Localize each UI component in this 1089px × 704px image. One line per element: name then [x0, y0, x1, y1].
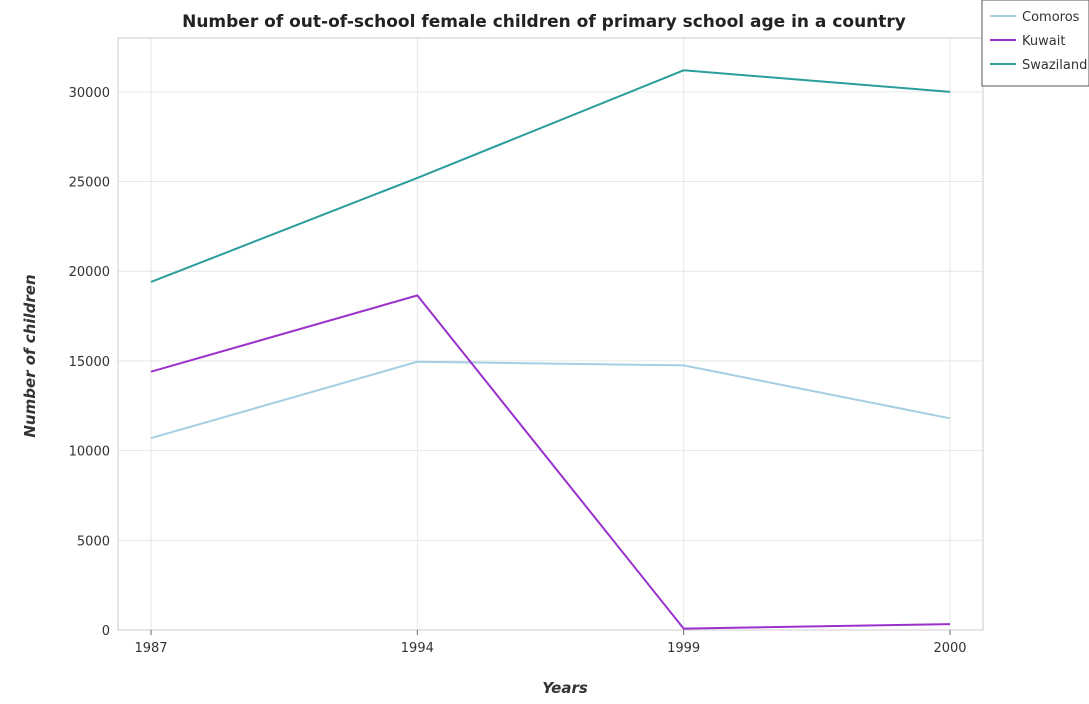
x-axis-title: Years	[542, 679, 588, 697]
x-tick-label: 1999	[667, 641, 700, 656]
y-tick-label: 15000	[69, 355, 110, 370]
legend: Comoros Kuwait Swaziland	[982, 0, 1089, 86]
y-tick-label: 25000	[69, 176, 110, 191]
legend-label-comoros: Comoros	[1022, 10, 1080, 25]
legend-label-swaziland: Swaziland	[1022, 58, 1087, 73]
y-tick-label: 5000	[77, 534, 110, 549]
y-tick-label: 20000	[69, 265, 110, 280]
y-tick-label: 0	[102, 624, 110, 639]
chart-title: Number of out-of-school female children …	[182, 12, 906, 32]
x-tick-label: 2000	[933, 641, 966, 656]
y-tick-label: 10000	[69, 445, 110, 460]
y-axis-title: Number of children	[21, 274, 39, 437]
x-tick-label: 1987	[134, 641, 167, 656]
x-tick-label: 1994	[401, 641, 434, 656]
legend-label-kuwait: Kuwait	[1022, 34, 1065, 49]
y-tick-label: 30000	[69, 86, 110, 101]
